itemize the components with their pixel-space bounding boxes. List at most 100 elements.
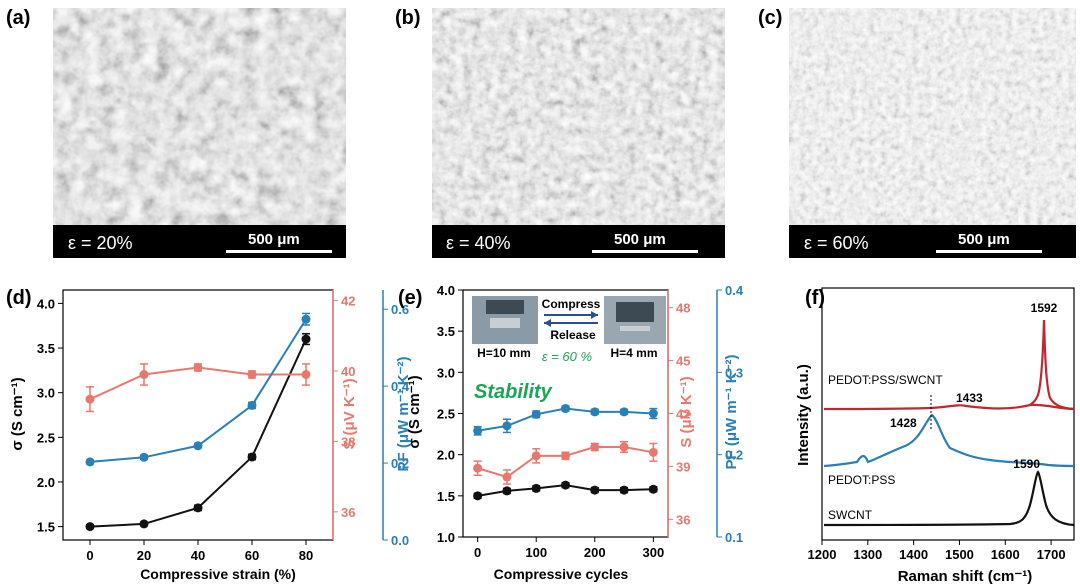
d-left-tick-label: 3.5 xyxy=(37,341,55,356)
d-x-axis-label: Compressive strain (%) xyxy=(140,566,296,582)
e-left-tick-label: 2.0 xyxy=(437,448,455,463)
f-x-tick-label: 1200 xyxy=(808,547,837,562)
e-right1-tick-label: 42 xyxy=(676,407,690,422)
e-right1-tick-label: 39 xyxy=(676,459,690,474)
panel-e-label: (e) xyxy=(398,287,422,309)
sem-strain-a: ε = 20% xyxy=(68,233,133,253)
d-right2-tick-label: 0.4 xyxy=(391,379,410,394)
d-point-1 xyxy=(193,362,203,372)
sem-strain-c: ε = 60% xyxy=(804,233,869,253)
e-point-2 xyxy=(561,404,570,414)
e-right1-tick-label: 36 xyxy=(676,512,690,527)
e-point-1 xyxy=(531,451,541,461)
f-series-label-2: SWCNT xyxy=(828,508,873,522)
e-point-0 xyxy=(590,485,600,495)
f-curve-pedot-pss-swcnt xyxy=(823,403,1075,411)
f-x-tick-label: 1400 xyxy=(899,547,928,562)
e-point-0 xyxy=(502,486,512,496)
f-plot-frame xyxy=(821,287,1075,541)
d-series-line-2 xyxy=(89,318,307,463)
e-right2-axis-label: PF (μW m⁻¹ K⁻²) xyxy=(723,355,740,470)
d-point-2 xyxy=(247,400,257,410)
sem-scale-a: 500 μm xyxy=(248,231,300,248)
e-inset-press-right xyxy=(616,302,654,322)
e-left-tick-label: 1.0 xyxy=(437,530,455,545)
d-x-tick-label: 60 xyxy=(245,548,259,563)
d-point-2 xyxy=(301,314,311,324)
e-x-axis-label: Compressive cycles xyxy=(494,566,629,582)
f-series-label-0: PEDOT:PSS/SWCNT xyxy=(828,373,943,387)
e-left-tick-label: 3.5 xyxy=(437,324,455,339)
f-peak-label-1592: 1592 xyxy=(1031,301,1058,315)
e-point-1 xyxy=(648,447,658,457)
e-inset-sample-left xyxy=(490,318,520,328)
f-series-label-1: PEDOT:PSS xyxy=(828,473,895,487)
e-release-label: Release xyxy=(550,328,596,342)
e-right1-tick-label: 48 xyxy=(676,301,690,316)
e-point-0 xyxy=(648,484,658,494)
sem-scale-bar-b xyxy=(592,250,698,253)
e-inset-sample-right xyxy=(620,326,650,331)
sem-scale-bar-c xyxy=(936,250,1042,253)
e-right2-tick-label: 0.4 xyxy=(725,283,744,298)
f-peak-pedot-pss-swcnt xyxy=(1029,319,1075,411)
e-point-1 xyxy=(619,442,629,452)
e-left-tick-label: 3.0 xyxy=(437,365,455,380)
e-stability-label: Stability xyxy=(474,381,553,403)
panel-a-label: (a) xyxy=(6,7,30,29)
chart-f: (f) Raman shift (cm⁻¹) Intensity (a.u.) … xyxy=(795,287,1075,585)
d-left-tick-label: 1.5 xyxy=(37,520,55,535)
f-peak-label-1433: 1433 xyxy=(956,391,983,405)
e-point-2 xyxy=(473,426,483,436)
panel-f-label: (f) xyxy=(805,287,825,309)
d-point-0 xyxy=(139,519,149,529)
e-right1-axis-label: S (μV K⁻¹) xyxy=(678,376,695,447)
sem-scale-bar-a xyxy=(226,250,332,253)
d-point-1 xyxy=(85,394,95,404)
e-right2-tick-label: 0.3 xyxy=(725,365,743,380)
d-right1-tick-label: 38 xyxy=(341,434,355,449)
sem-image-a xyxy=(53,8,346,225)
e-inset: Compress Release H=10 mm H=4 mm ε = 60 %… xyxy=(472,296,666,403)
e-point-2 xyxy=(619,407,629,417)
e-left-tick-label: 2.5 xyxy=(437,407,455,422)
d-x-tick-label: 0 xyxy=(86,548,93,563)
e-point-2 xyxy=(648,409,658,418)
d-point-2 xyxy=(139,452,149,462)
chart-e: (e) Compressive cycles σ (S cm⁻¹) S (μV … xyxy=(398,283,744,582)
d-right2-tick-label: 0.6 xyxy=(391,302,409,317)
e-point-0 xyxy=(531,483,541,493)
d-x-tick-label: 20 xyxy=(137,548,151,563)
e-point-1 xyxy=(502,472,512,482)
e-height-right: H=4 mm xyxy=(610,346,657,360)
e-point-1 xyxy=(473,463,483,473)
sem-scale-c: 500 μm xyxy=(958,231,1010,248)
chart-d: (d) Compressive strain (%) σ (S cm⁻¹) S … xyxy=(6,287,412,582)
e-x-tick-label: 200 xyxy=(584,545,606,560)
d-right2-tick-label: 0.2 xyxy=(391,456,409,471)
e-x-tick-label: 100 xyxy=(525,545,547,560)
d-right1-tick-label: 36 xyxy=(341,505,355,520)
e-point-0 xyxy=(561,480,570,490)
panel-a: (a) ε = 20% 500 μm xyxy=(6,7,346,258)
d-plot-frame xyxy=(62,289,334,541)
e-point-1 xyxy=(590,442,600,452)
d-left-axis-label: σ (S cm⁻¹) xyxy=(9,377,26,450)
f-curve-pedot-pss xyxy=(823,413,1075,468)
panel-c: (c) ε = 60% 500 μm xyxy=(758,7,1076,258)
d-point-2 xyxy=(193,441,203,451)
d-point-2 xyxy=(85,457,95,467)
d-x-tick-label: 80 xyxy=(299,548,313,563)
f-peak-label-1428: 1428 xyxy=(890,416,917,430)
e-compress-arrowhead xyxy=(591,311,598,319)
e-point-2 xyxy=(590,407,600,417)
e-left-tick-label: 1.5 xyxy=(437,489,455,504)
panel-b-label: (b) xyxy=(395,7,421,29)
sem-scale-b: 500 μm xyxy=(614,231,666,248)
e-point-0 xyxy=(619,485,629,495)
f-curve-swcnt xyxy=(823,470,1075,527)
d-left-tick-label: 2.0 xyxy=(37,475,55,490)
panel-b: (b) ε = 40% 500 μm xyxy=(395,7,725,258)
d-right2-tick-label: 0.0 xyxy=(391,533,409,548)
